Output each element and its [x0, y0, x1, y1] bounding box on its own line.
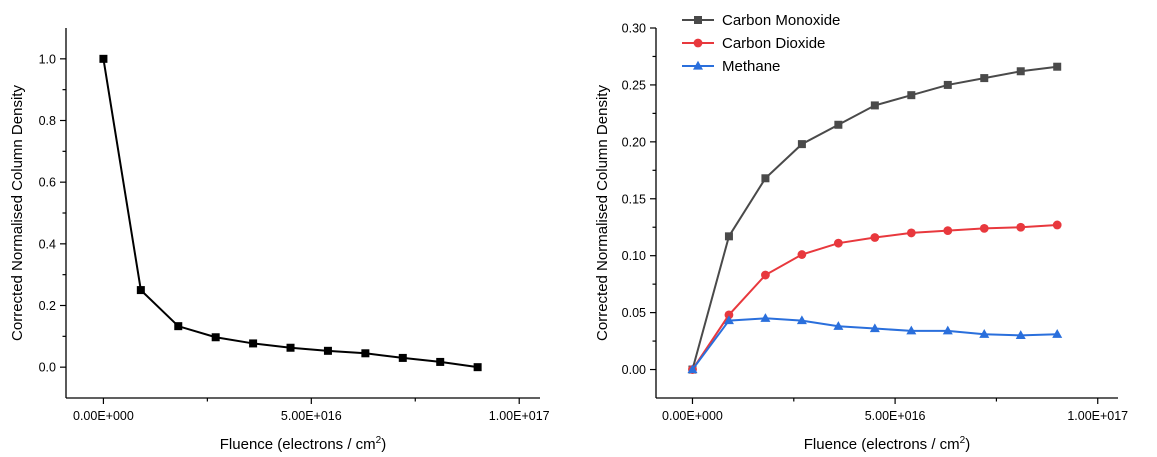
data-point-square [398, 353, 407, 362]
data-point-triangle [687, 364, 698, 374]
data-point-square [286, 343, 295, 352]
legend-entry: Carbon Monoxide [682, 12, 840, 29]
data-point-square [870, 101, 879, 110]
x-tick-label: 0.00E+000 [73, 409, 134, 423]
x-tick-label: 5.00E+016 [281, 409, 342, 423]
series-line [102, 58, 478, 369]
data-point-circle [1052, 220, 1062, 230]
x-axis-title-main: Fluence (electrons / cm [804, 436, 960, 453]
legend: Carbon Monoxide Carbon Dioxide Methane [682, 12, 840, 75]
y-tick-label: 0.10 [622, 249, 646, 263]
x-tick-label: 5.00E+016 [865, 409, 926, 423]
data-point-square [211, 333, 220, 342]
x-axis-title-main: Fluence (electrons / cm [220, 436, 376, 453]
y-axis-title: Corrected Normalised Column Density [9, 85, 26, 341]
x-axis-title: Fluence (electrons / cm2) [804, 435, 970, 453]
data-point-circle [906, 228, 916, 238]
x-axis-title-suffix: ) [381, 436, 386, 453]
data-point-triangle [1015, 330, 1026, 339]
data-point-triangle [906, 325, 917, 335]
x-axis-title-suffix: ) [965, 436, 970, 453]
y-tick-label: 1.0 [39, 52, 56, 66]
data-point-square [473, 363, 482, 372]
data-point-square [323, 346, 332, 355]
data-point-square [761, 174, 770, 183]
y-tick-label: 0.25 [622, 78, 646, 92]
data-point-square [980, 74, 989, 83]
y-tick-label: 0.8 [39, 114, 56, 128]
y-tick-label: 0.6 [39, 176, 56, 190]
data-point-triangle [869, 323, 880, 333]
series-methane [687, 313, 1063, 374]
legend-label: Carbon Dioxide [722, 35, 825, 52]
data-point-circle [1016, 222, 1026, 232]
data-point-circle [693, 38, 703, 48]
legend-label: Methane [722, 58, 780, 75]
chart-2: 0.00 0.05 0.10 0.15 0.20 0.25 0.30 0.00E+000 5.0… [594, 12, 1128, 453]
x-tick-label: 1.00E+017 [489, 409, 550, 423]
x-axis-title: Fluence (electrons / cm2) [220, 435, 386, 453]
data-point-square [1016, 67, 1025, 76]
data-point-square [249, 339, 258, 348]
y-tick-label: 0.15 [622, 192, 646, 206]
data-point-square [834, 120, 843, 129]
y-tick-label: 0.00 [622, 363, 646, 377]
x-tick-label: 1.00E+017 [1067, 409, 1128, 423]
x-axis-title-superscript: 2 [376, 435, 382, 446]
data-point-circle [833, 238, 843, 248]
data-point-triangle [760, 313, 771, 322]
legend-label: Carbon Monoxide [722, 12, 840, 29]
data-point-square [1053, 62, 1062, 71]
x-tick-label: 0.00E+000 [662, 409, 723, 423]
series-carbon-monoxide [688, 62, 1062, 374]
data-point-square [907, 91, 916, 100]
data-point-circle [724, 310, 734, 320]
data-point-square [436, 357, 445, 366]
data-point-circle [870, 233, 880, 242]
y-tick-label: 0.2 [39, 299, 56, 313]
data-point-triangle [979, 329, 990, 338]
data-point-square [943, 80, 952, 89]
series-carbon-dioxide [688, 220, 1062, 374]
data-point-circle [797, 250, 807, 259]
data-point-triangle [833, 321, 844, 330]
data-point-circle [943, 226, 953, 236]
data-point-square [136, 286, 145, 295]
x-axis-title-superscript: 2 [960, 435, 966, 446]
data-point-triangle [796, 315, 807, 325]
data-point-circle [979, 223, 989, 233]
data-point-square [361, 349, 370, 358]
data-point-triangle [723, 315, 734, 325]
legend-entry: Carbon Dioxide [682, 35, 825, 52]
y-tick-label: 0.4 [39, 237, 56, 251]
data-point-square [174, 322, 183, 331]
series-1 [99, 54, 482, 372]
y-tick-label: 0.0 [39, 361, 56, 375]
chart-1: 0.0 0.2 0.4 0.6 0.8 1.0 0.00E+000 5.00E+016 1.00… [9, 28, 550, 453]
data-point-circle [761, 270, 770, 280]
data-point-square [99, 54, 108, 63]
data-point-triangle [942, 325, 953, 335]
data-point-square [797, 140, 806, 149]
series-line [691, 223, 1058, 371]
data-point-square [694, 16, 702, 24]
y-axis-title: Corrected Normalised Column Density [594, 85, 611, 341]
data-point-triangle [693, 60, 703, 70]
data-point-square [724, 232, 733, 241]
y-tick-label: 0.05 [622, 306, 646, 320]
y-tick-label: 0.20 [622, 135, 646, 149]
y-tick-label: 0.30 [622, 22, 646, 36]
data-point-triangle [1052, 329, 1063, 338]
legend-entry: Methane [682, 58, 780, 75]
